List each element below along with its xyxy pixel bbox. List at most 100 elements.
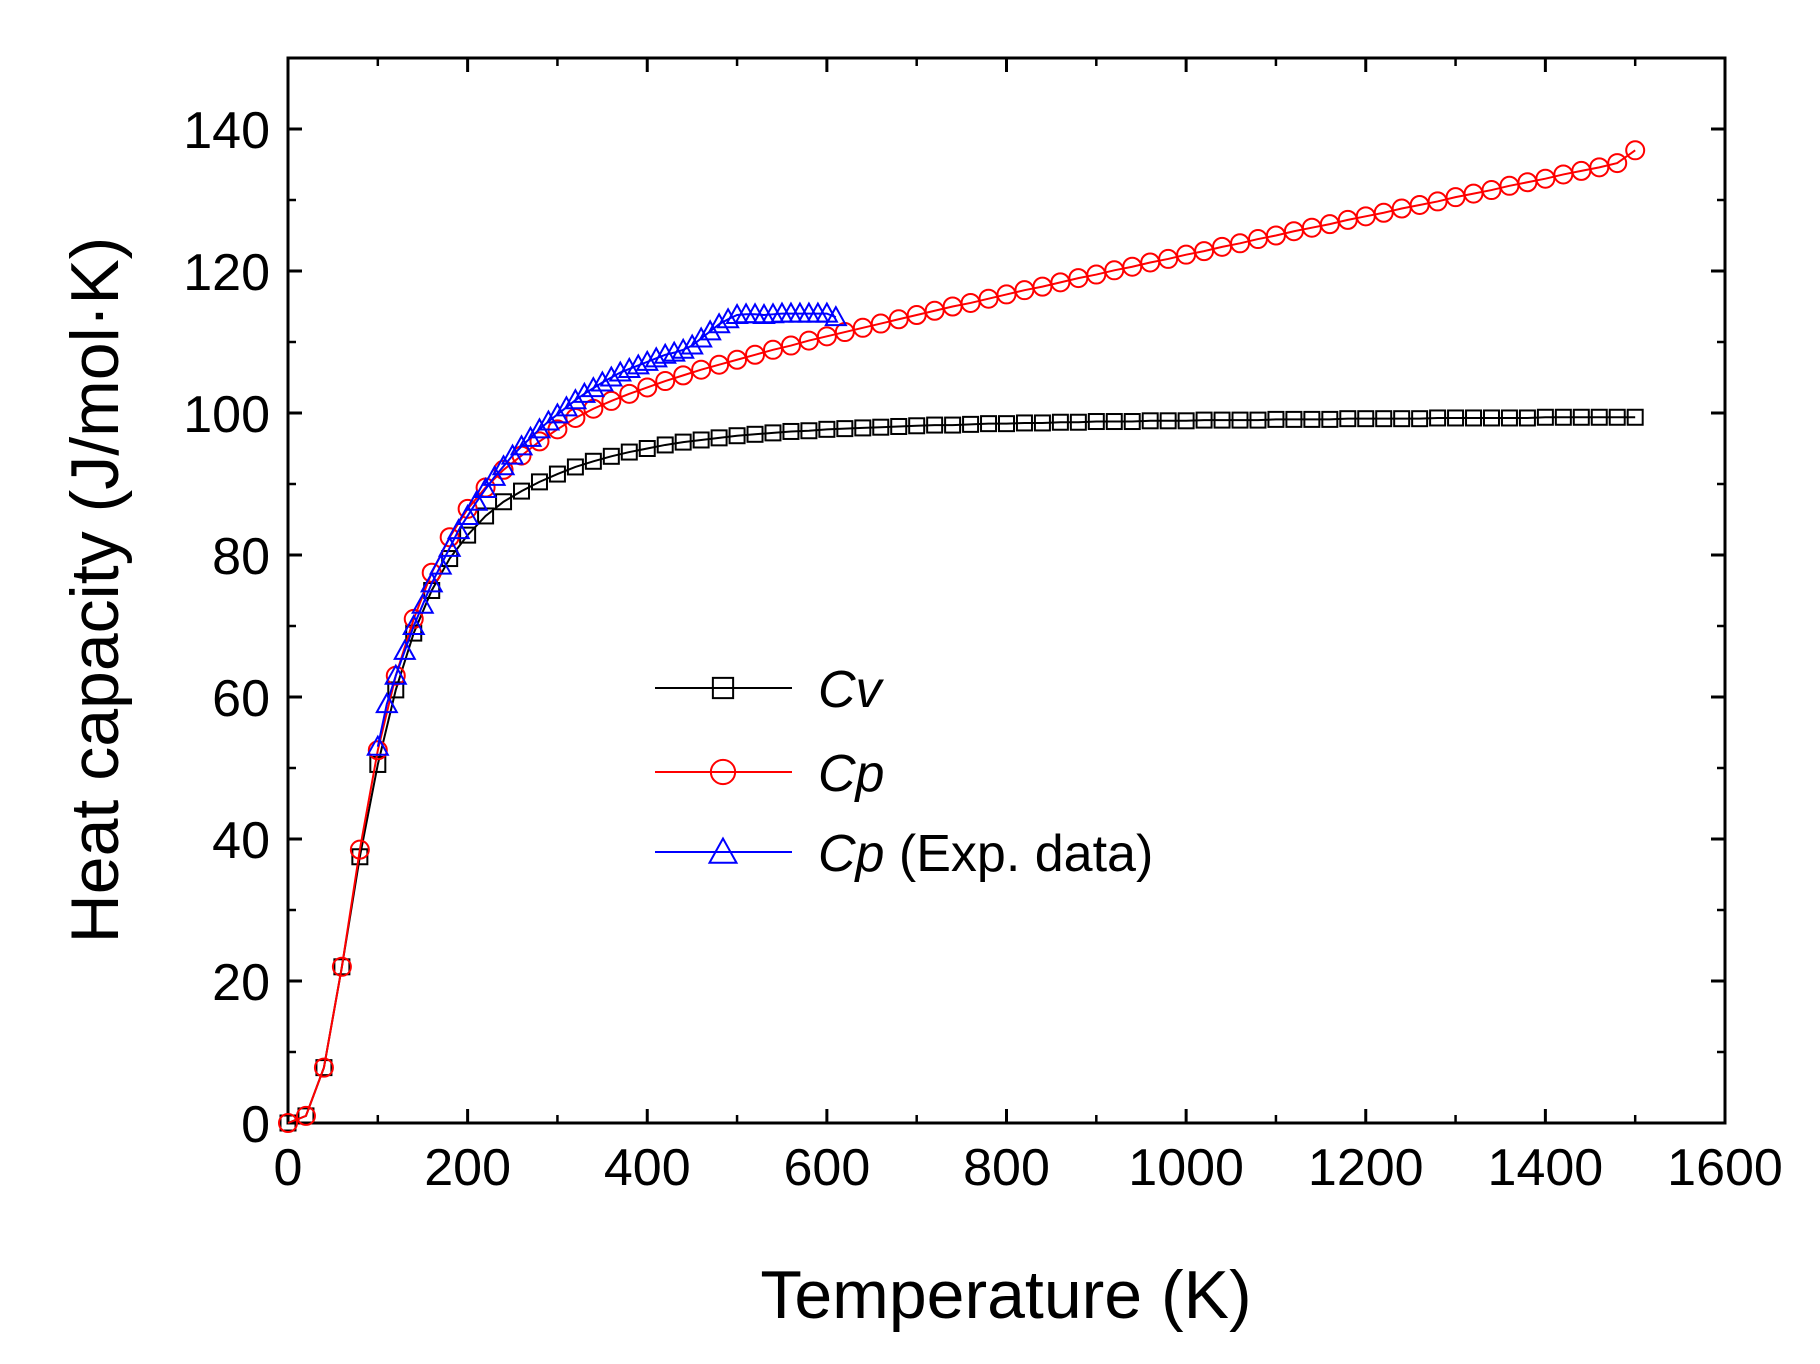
data-point — [1231, 411, 1249, 429]
data-point — [1518, 409, 1536, 427]
data-point — [674, 433, 692, 451]
data-point — [369, 755, 387, 773]
data-point — [1033, 414, 1051, 432]
data-point — [572, 381, 597, 403]
data-point — [295, 1105, 316, 1126]
y-tick-label: 20 — [212, 954, 270, 1012]
data-point — [980, 415, 998, 433]
data-point — [1249, 411, 1267, 429]
data-point — [384, 663, 408, 685]
legend-marker — [709, 758, 737, 786]
data-point — [375, 692, 399, 714]
data-point — [1069, 413, 1087, 431]
data-point — [513, 482, 531, 500]
data-point — [1285, 410, 1303, 428]
series-line — [287, 149, 1636, 1124]
data-point — [1447, 409, 1465, 427]
data-point — [709, 354, 730, 375]
data-point — [367, 740, 388, 761]
data-point — [1267, 410, 1285, 428]
data-point — [473, 476, 498, 498]
series-circle — [278, 140, 1646, 1133]
y-tick-label: 40 — [212, 812, 270, 870]
data-point — [1141, 412, 1159, 430]
data-point — [464, 489, 489, 511]
data-point — [313, 1057, 334, 1078]
data-point — [635, 349, 659, 371]
x-tick-label: 1000 — [1128, 1139, 1244, 1197]
data-point — [824, 305, 848, 327]
y-tick-label: 100 — [183, 386, 270, 444]
y-tick-label: 0 — [241, 1096, 270, 1154]
data-point — [602, 447, 620, 465]
data-point — [998, 415, 1015, 433]
data-point — [1572, 408, 1590, 426]
data-point — [584, 452, 602, 470]
data-point — [1321, 410, 1339, 428]
data-point — [279, 1114, 297, 1132]
data-point — [692, 431, 710, 449]
y-tick-label: 80 — [212, 528, 270, 586]
data-point — [944, 416, 962, 434]
data-point — [411, 592, 435, 614]
data-point — [1626, 408, 1644, 426]
data-point — [707, 312, 731, 334]
data-point — [1607, 153, 1628, 174]
data-point — [349, 839, 370, 860]
data-point — [563, 388, 588, 410]
data-point — [1482, 409, 1500, 427]
y-tick-label: 120 — [183, 244, 270, 302]
data-point — [836, 420, 854, 438]
data-point — [764, 424, 782, 442]
data-point — [818, 420, 836, 438]
data-point — [673, 365, 694, 386]
data-point — [1411, 410, 1429, 428]
data-point — [745, 344, 766, 365]
legend-label: Cv — [818, 661, 885, 719]
data-point — [608, 360, 633, 382]
data-point — [691, 359, 712, 380]
data-point — [1105, 413, 1123, 431]
legend-marker — [711, 676, 735, 700]
data-point — [782, 422, 800, 440]
data-point — [1015, 414, 1033, 432]
legend-label: Cp (Exp. data) — [818, 825, 1153, 883]
y-axis-title: Heat capacity (J/mol·K) — [57, 237, 133, 944]
data-point — [617, 356, 641, 378]
data-point — [854, 419, 872, 437]
data-point — [872, 418, 890, 436]
data-point — [680, 333, 704, 355]
data-point — [446, 518, 471, 540]
data-point — [1429, 409, 1447, 427]
data-point — [1590, 408, 1608, 426]
data-point — [393, 638, 417, 660]
data-point — [656, 436, 674, 454]
x-tick-label: 1600 — [1667, 1139, 1783, 1197]
data-point — [366, 734, 390, 756]
data-point — [536, 409, 561, 431]
data-point — [800, 422, 818, 440]
data-point — [1177, 412, 1195, 430]
data-point — [297, 1107, 315, 1125]
data-point — [620, 443, 638, 461]
data-point — [459, 526, 477, 544]
legend-label-main: Cp — [818, 745, 884, 803]
data-point — [278, 1113, 298, 1133]
data-point — [908, 417, 926, 435]
data-point — [637, 377, 658, 398]
x-tick-label: 200 — [424, 1139, 511, 1197]
legend-label-suffix: (Exp. data) — [884, 825, 1153, 883]
data-point — [780, 335, 801, 356]
data-point — [626, 353, 650, 375]
x-tick-label: 1200 — [1308, 1139, 1424, 1197]
data-point — [420, 571, 444, 593]
data-point — [644, 346, 668, 368]
data-point — [491, 454, 516, 476]
data-point — [1303, 410, 1321, 428]
data-point — [548, 465, 566, 483]
data-point — [710, 429, 728, 447]
data-point — [566, 458, 584, 476]
data-point — [1465, 409, 1483, 427]
data-point — [437, 535, 462, 557]
data-point — [926, 416, 944, 434]
